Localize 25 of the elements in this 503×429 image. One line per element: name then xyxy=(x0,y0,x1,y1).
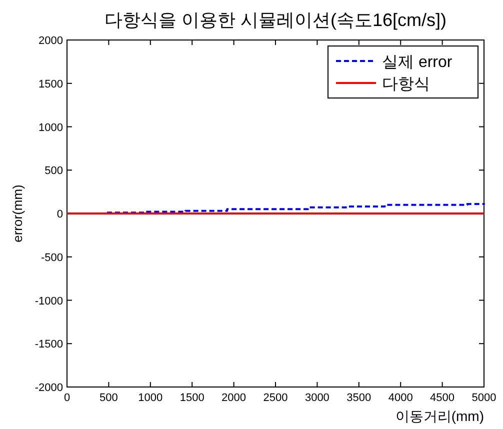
y-tick-label: -1000 xyxy=(34,295,63,308)
y-tick-label: 0 xyxy=(56,208,63,220)
legend-label: 다항식 xyxy=(382,76,430,93)
x-tick-label: 3000 xyxy=(304,392,330,404)
x-tick-label: 2000 xyxy=(222,392,246,404)
x-tick-label: 4000 xyxy=(388,392,413,404)
y-tick-label: 1500 xyxy=(38,78,63,90)
chart-title: 다항식을 이용한 시뮬레이션(속도16[cm/s]) xyxy=(104,10,447,30)
legend-label: 실제 error xyxy=(382,54,453,71)
x-tick-label: 3500 xyxy=(346,392,372,404)
y-axis-title: error(mm) xyxy=(10,184,25,242)
x-tick-label: 1000 xyxy=(138,392,163,404)
x-tick-label: 5000 xyxy=(472,392,496,404)
x-tick-label: 2500 xyxy=(263,392,288,404)
x-tick-label: 1500 xyxy=(180,392,204,404)
x-tick-label: 500 xyxy=(100,392,118,404)
x-tick-label: 4500 xyxy=(430,392,455,404)
y-tick-label: -2000 xyxy=(34,382,63,394)
x-axis-title: 이동거리(mm) xyxy=(395,408,484,424)
y-tick-label: 1000 xyxy=(38,122,63,134)
y-tick-label: 2000 xyxy=(38,35,63,47)
y-tick-label: -500 xyxy=(40,252,63,264)
y-tick-label: 500 xyxy=(44,165,63,178)
x-tick-label: 0 xyxy=(64,392,70,404)
y-tick-label: -1500 xyxy=(34,338,63,351)
